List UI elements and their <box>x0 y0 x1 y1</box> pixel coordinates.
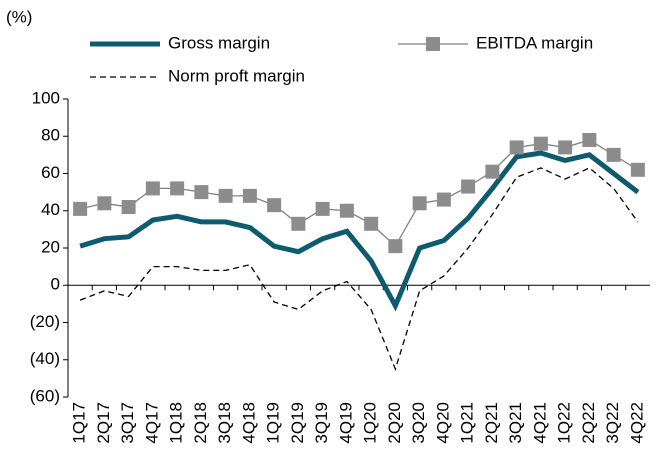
x-tick-label: 3Q18 <box>215 402 234 444</box>
marker <box>582 132 597 147</box>
x-tick-label: 4Q20 <box>433 402 452 444</box>
x-tick-label: 3Q19 <box>312 402 331 444</box>
x-tick-label: 2Q21 <box>482 402 501 444</box>
x-tick-label: 3Q17 <box>118 402 137 444</box>
marker <box>291 216 306 231</box>
legend-marker <box>426 37 440 51</box>
y-tick-label: (20) <box>30 312 60 331</box>
marker <box>315 201 330 216</box>
marker <box>388 239 403 254</box>
legend-label: Norm proft margin <box>168 66 305 85</box>
marker <box>145 181 160 196</box>
x-tick-label: 4Q17 <box>142 402 161 444</box>
marker <box>194 185 209 200</box>
x-tick-label: 4Q18 <box>239 402 258 444</box>
x-tick-label: 3Q22 <box>603 402 622 444</box>
x-tick-label: 1Q19 <box>264 402 283 444</box>
x-tick-label: 2Q17 <box>94 402 113 444</box>
y-tick-label: 20 <box>41 237 60 256</box>
y-tick-label: 0 <box>51 275 60 294</box>
x-tick-label: 4Q21 <box>530 402 549 444</box>
marker <box>364 216 379 231</box>
marker <box>218 188 233 203</box>
series-line <box>79 167 639 371</box>
marker <box>412 196 427 211</box>
x-tick-label: 2Q22 <box>579 402 598 444</box>
x-tick-label: 4Q22 <box>627 402 646 444</box>
y-tick-label: 40 <box>41 200 60 219</box>
x-tick-label: 2Q20 <box>385 402 404 444</box>
x-tick-label: 1Q18 <box>167 402 186 444</box>
x-tick-label: 1Q21 <box>458 402 477 444</box>
x-tick-label: 3Q20 <box>409 402 428 444</box>
y-tick-label: 100 <box>32 88 60 107</box>
marker <box>606 147 621 162</box>
y-tick-label: (40) <box>30 349 60 368</box>
marker <box>630 162 645 177</box>
marker <box>242 188 257 203</box>
marker <box>170 181 185 196</box>
marker <box>461 179 476 194</box>
marker <box>558 140 573 155</box>
marker <box>339 203 354 218</box>
x-tick-label: 4Q19 <box>336 402 355 444</box>
x-tick-label: 2Q19 <box>288 402 307 444</box>
x-tick-label: 1Q20 <box>361 402 380 444</box>
marker <box>97 196 112 211</box>
y-tick-label: 80 <box>41 126 60 145</box>
x-tick-label: 1Q22 <box>555 402 574 444</box>
x-tick-label: 1Q17 <box>70 402 89 444</box>
legend-label: Gross margin <box>168 33 270 52</box>
x-tick-label: 3Q21 <box>506 402 525 444</box>
marker <box>267 198 282 213</box>
marker <box>436 192 451 207</box>
marker <box>509 140 524 155</box>
marker <box>121 200 136 215</box>
series-line <box>79 150 640 312</box>
marker <box>485 164 500 179</box>
marker <box>533 136 548 151</box>
y-tick-label: (60) <box>30 386 60 405</box>
legend-label: EBITDA margin <box>476 33 593 52</box>
x-tick-label: 2Q18 <box>191 402 210 444</box>
marker <box>73 201 88 216</box>
y-axis-label: (%) <box>6 7 32 26</box>
y-tick-label: 60 <box>41 163 60 182</box>
